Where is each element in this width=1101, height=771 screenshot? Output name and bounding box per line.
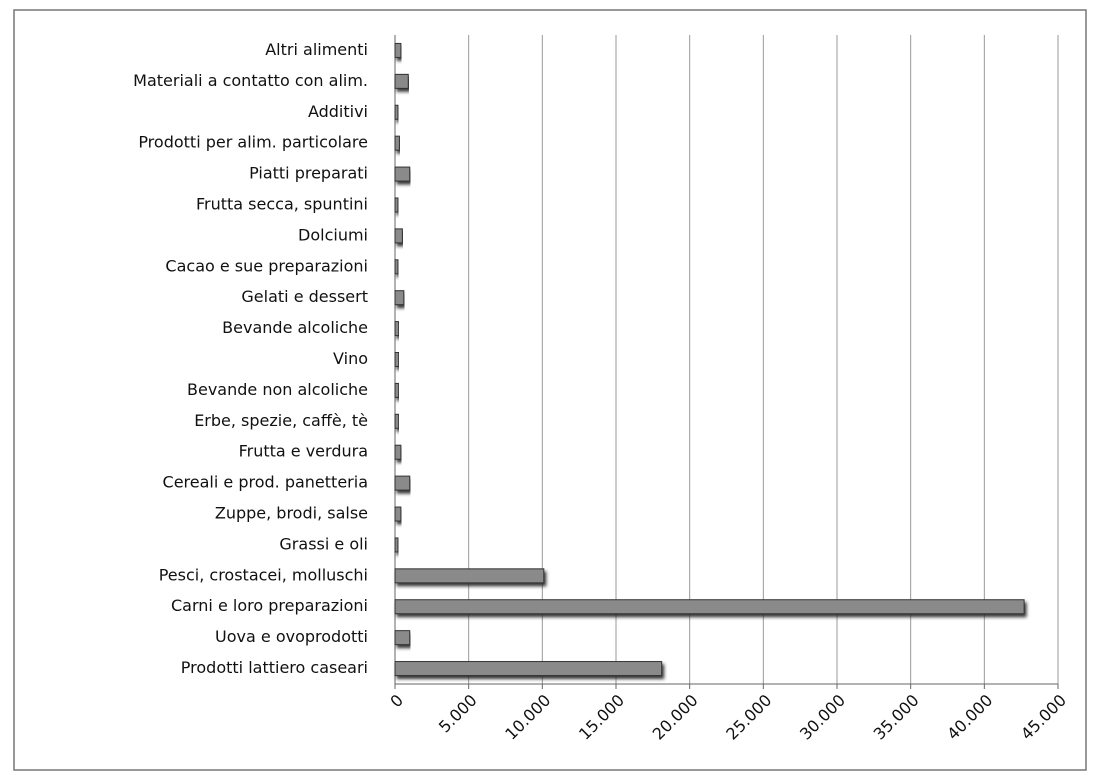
bar <box>394 568 545 584</box>
y-tick-label: Bevande alcoliche <box>222 318 368 337</box>
x-tick-label: 15.000 <box>575 691 628 744</box>
y-tick-label: Materiali a contatto con alim. <box>133 71 368 90</box>
x-tick-label: 30.000 <box>796 691 849 744</box>
bar <box>394 661 663 677</box>
y-tick-label: Prodotti lattiero caseari <box>181 658 368 677</box>
x-tick-label: 40.000 <box>943 691 996 744</box>
bar <box>394 599 1025 615</box>
y-tick-label: Frutta secca, spuntini <box>196 194 368 213</box>
bar <box>394 197 399 213</box>
y-tick-label: Cacao e sue preparazioni <box>165 256 368 275</box>
bar <box>394 382 400 398</box>
y-tick-label: Altri alimenti <box>265 40 368 59</box>
bar <box>394 537 399 553</box>
bar <box>394 166 411 182</box>
x-tick-label: 0 <box>386 691 407 712</box>
bar <box>394 352 400 367</box>
y-tick-label: Piatti preparati <box>249 164 368 183</box>
x-tick-label: 45.000 <box>1017 691 1070 744</box>
y-tick-label: Prodotti per alim. particolare <box>138 133 368 152</box>
bar <box>394 444 402 460</box>
bar <box>394 506 402 522</box>
y-tick-label: Erbe, spezie, caffè, tè <box>194 411 368 430</box>
x-tick-label: 5.000 <box>435 691 481 737</box>
bar <box>394 413 400 429</box>
bar <box>394 321 400 337</box>
x-tick-label: 10.000 <box>501 691 554 744</box>
bar <box>394 259 399 275</box>
y-tick-label: Uova e ovoprodotti <box>215 627 368 646</box>
y-tick-label: Carni e loro preparazioni <box>171 596 368 615</box>
chart-frame <box>13 9 1087 771</box>
bar <box>394 73 409 89</box>
bar <box>394 135 400 151</box>
y-tick-label: Pesci, crostacei, molluschi <box>159 565 368 584</box>
x-tick-label: 25.000 <box>722 691 775 744</box>
x-tick-label: 35.000 <box>870 691 923 744</box>
bar <box>394 228 403 244</box>
y-tick-label: Vino <box>333 349 368 368</box>
y-tick-label: Zuppe, brodi, salse <box>215 504 368 523</box>
bar <box>394 290 405 306</box>
y-tick-label: Dolciumi <box>298 225 368 244</box>
bar <box>394 475 411 491</box>
bar <box>394 630 411 646</box>
y-tick-label: Bevande non alcoliche <box>187 380 368 399</box>
y-tick-label: Frutta e verdura <box>239 442 368 461</box>
y-tick-label: Gelati e dessert <box>241 287 368 306</box>
y-tick-label: Additivi <box>308 102 368 121</box>
y-tick-label: Cereali e prod. panetteria <box>163 473 368 492</box>
x-tick-label: 20.000 <box>649 691 702 744</box>
y-tick-label: Grassi e oli <box>279 534 368 553</box>
bar <box>394 42 402 58</box>
bar <box>394 104 399 120</box>
